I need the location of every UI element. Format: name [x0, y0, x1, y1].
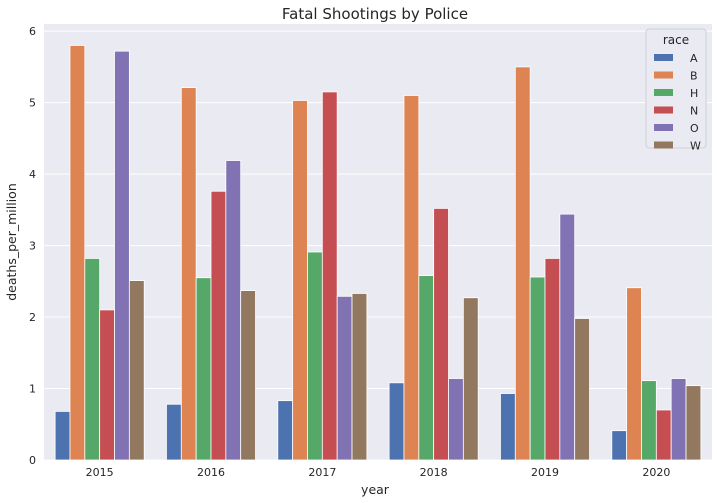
legend-swatch-H [654, 89, 673, 96]
legend-label-O: O [690, 122, 699, 135]
legend-swatch-O [654, 124, 673, 131]
legend-swatch-N [654, 106, 673, 114]
bar-A-2017 [277, 400, 294, 461]
bar-B-2020 [626, 287, 642, 461]
y-tick-label: 4 [29, 168, 36, 181]
bar-N-2017 [321, 91, 338, 461]
y-tick-label: 6 [29, 25, 36, 38]
plot-background [44, 24, 712, 460]
y-tick-label: 3 [29, 240, 36, 253]
bar-B-2015 [69, 45, 86, 461]
x-tick-label: 2015 [86, 466, 114, 479]
x-tick-label: 2016 [197, 466, 225, 479]
bar-A-2018 [388, 382, 405, 461]
legend-label-A: A [690, 52, 698, 65]
bar-O-2018 [448, 378, 464, 461]
legend-title: race [663, 33, 689, 47]
bar-B-2017 [292, 100, 308, 461]
bar-H-2015 [84, 258, 101, 461]
bar-A-2020 [611, 430, 628, 461]
legend-swatch-A [654, 54, 673, 61]
bar-B-2019 [514, 66, 531, 461]
x-axis-label: year [361, 482, 390, 497]
y-tick-label: 2 [29, 311, 36, 324]
legend-swatch-B [654, 71, 673, 79]
bar-A-2019 [500, 393, 516, 461]
bar-A-2016 [166, 403, 182, 461]
bar-H-2019 [529, 276, 546, 461]
bar-O-2016 [225, 160, 242, 461]
legend-swatch-W [654, 141, 673, 149]
grid-lines [44, 30, 712, 461]
y-tick-label: 5 [29, 97, 36, 110]
x-tick-label: 2018 [420, 466, 448, 479]
bar-W-2018 [462, 297, 479, 461]
bar-N-2016 [210, 190, 227, 461]
y-axis-label: deaths_per_million [4, 183, 19, 301]
bar-A-2015 [54, 410, 71, 461]
bar-O-2015 [114, 50, 130, 461]
bar-O-2017 [336, 295, 353, 461]
y-tick-label: 1 [29, 383, 36, 396]
legend-label-W: W [690, 140, 701, 153]
legend-label-H: H [690, 87, 698, 100]
bar-B-2018 [403, 95, 420, 461]
bar-W-2017 [351, 293, 368, 461]
bar-N-2018 [433, 208, 449, 461]
bar-B-2016 [180, 87, 197, 461]
chart-title: Fatal Shootings by Police [282, 5, 468, 23]
bar-H-2017 [307, 251, 323, 461]
bar-W-2019 [574, 318, 590, 461]
bar-N-2019 [544, 258, 561, 461]
y-tick-labels: 0 1 2 3 4 5 6 [29, 25, 36, 467]
x-tick-labels: 2015 2016 2017 2018 2019 2020 [86, 466, 671, 479]
bar-W-2016 [240, 290, 256, 461]
legend-label-N: N [690, 105, 698, 118]
bars [54, 45, 702, 461]
bar-O-2019 [559, 213, 576, 461]
bar-H-2020 [641, 380, 657, 461]
bar-N-2015 [99, 309, 115, 461]
x-tick-label: 2019 [531, 466, 559, 479]
y-tick-label: 0 [29, 454, 36, 467]
bar-W-2015 [128, 280, 145, 461]
x-tick-label: 2020 [642, 466, 670, 479]
bar-N-2020 [655, 409, 672, 461]
bar-H-2018 [418, 275, 435, 461]
x-tick-label: 2017 [308, 466, 336, 479]
bar-W-2020 [685, 385, 702, 461]
bar-H-2016 [195, 277, 212, 461]
legend-label-B: B [690, 70, 698, 83]
bar-O-2020 [670, 378, 687, 461]
